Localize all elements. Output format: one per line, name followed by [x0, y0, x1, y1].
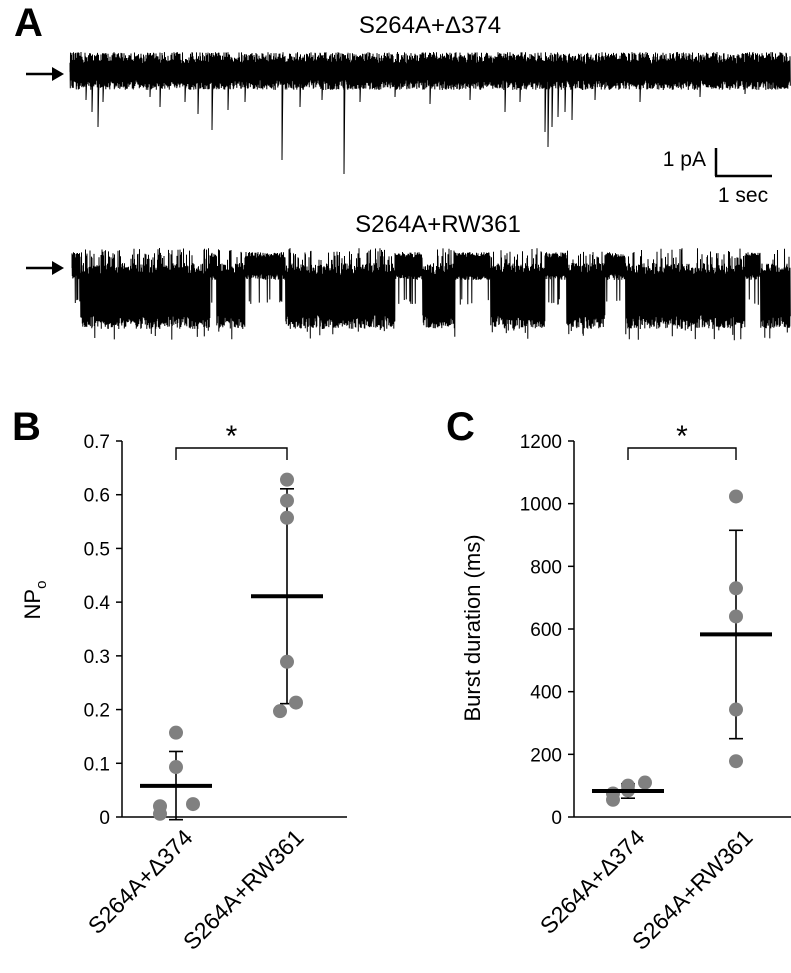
burst-data-point — [729, 754, 743, 769]
burst-significance-bracket — [627, 447, 737, 460]
burst-y-tick-label: 1200 — [520, 432, 562, 453]
trace1-current-trace — [69, 51, 791, 175]
panel-letter-c: C — [446, 405, 475, 449]
scale-current-label: 1 pA — [663, 148, 706, 171]
burst-data-point — [606, 786, 620, 801]
trace2-arrow — [26, 261, 64, 275]
np-o-axis-title: NPo — [20, 581, 50, 620]
np-o-data-point — [280, 510, 294, 525]
np-o-data-point — [280, 493, 294, 508]
np-o-y-tick-label: 0.7 — [84, 432, 110, 453]
panel-letter-a: A — [14, 1, 43, 45]
burst-data-point — [729, 489, 743, 504]
np-o-y-tick-label: 0.1 — [84, 754, 110, 775]
trace1-arrow — [26, 67, 64, 81]
panel-letter-b: B — [12, 405, 41, 449]
trace2-title: S264A+RW361 — [355, 211, 521, 238]
trace1-title: S264A+Δ374 — [359, 12, 501, 39]
np-o-data-point — [186, 797, 200, 812]
scale-time-label: 1 sec — [718, 184, 768, 207]
scale-bar — [714, 148, 772, 178]
np-o-y-tick-label: 0 — [99, 808, 110, 829]
chart-burst-duration: 020040060080010001200S264A+Δ374S264A+RW3… — [520, 420, 791, 955]
np-o-data-point — [280, 472, 294, 487]
np-o-data-point — [289, 695, 303, 710]
np-o-data-point — [153, 799, 167, 814]
burst-data-point — [638, 775, 652, 790]
np-o-category-label: S264A+Δ374 — [83, 824, 198, 939]
burst-y-tick-label: 600 — [530, 620, 562, 641]
trace2-current-trace — [71, 247, 791, 341]
np-o-y-tick-label: 0.2 — [84, 701, 110, 722]
np-o-axis-title-main: NP — [20, 589, 45, 620]
np-o-data-point — [169, 725, 183, 740]
np-o-category-label: S264A+RW361 — [178, 824, 309, 955]
burst-y-tick-label: 0 — [551, 808, 562, 829]
burst-y-tick-label: 200 — [530, 745, 562, 766]
burst-data-point — [729, 702, 743, 717]
burst-significance-label: * — [676, 420, 688, 453]
burst-category-label: S264A+Δ374 — [535, 824, 650, 939]
np-o-data-point — [280, 654, 294, 669]
np-o-significance-label: * — [226, 420, 238, 453]
np-o-data-point — [169, 760, 183, 775]
burst-data-point — [729, 581, 743, 596]
np-o-y-tick-label: 0.5 — [84, 539, 110, 560]
np-o-axis-title-sub: o — [33, 581, 50, 589]
np-o-y-tick-label: 0.6 — [84, 486, 110, 507]
burst-duration-axis-title: Burst duration (ms) — [460, 534, 485, 721]
burst-y-tick-label: 800 — [530, 557, 562, 578]
np-o-data-point — [273, 704, 287, 719]
burst-data-point — [729, 609, 743, 624]
np-o-y-tick-label: 0.4 — [84, 593, 111, 614]
chart-np-o: 0 0.1 0.2 0.3 0.4 0.5 0.6 0.7 S264A+Δ374S264A+RW… — [83, 420, 347, 955]
np-o-significance-bracket — [175, 447, 288, 460]
burst-y-tick-label: 1000 — [520, 495, 562, 516]
burst-y-tick-label: 400 — [530, 683, 562, 704]
np-o-y-tick-label: 0.3 — [84, 647, 110, 668]
